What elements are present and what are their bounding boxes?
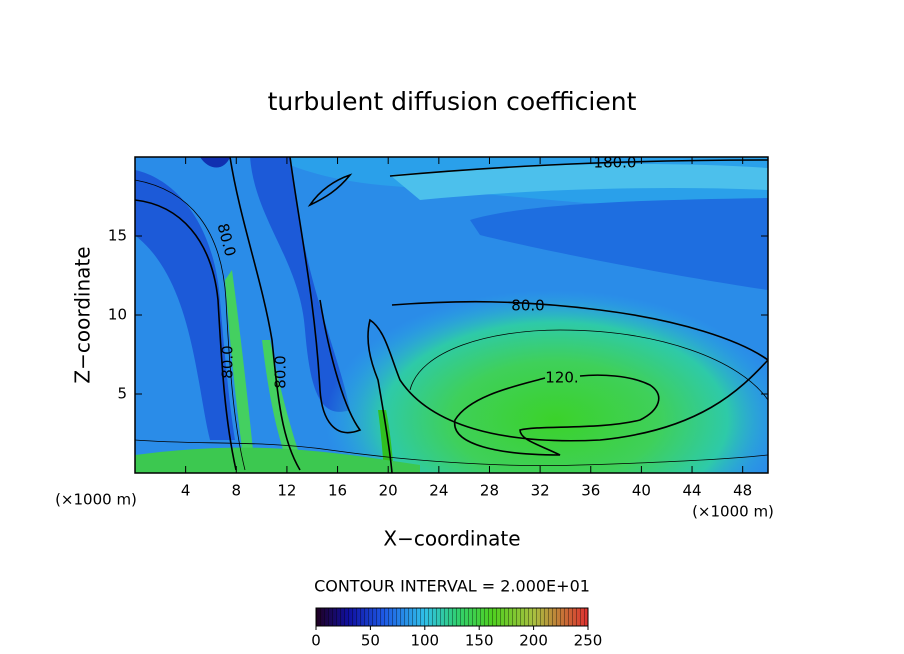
colorbar-frame: [315, 607, 589, 627]
y-tick-label: 10: [108, 306, 127, 324]
y-unit: (×1000 m): [55, 491, 137, 509]
x-axis-label: X−coordinate: [383, 527, 520, 551]
contour-field: [135, 157, 768, 473]
x-tick-label: 32: [531, 482, 550, 500]
colorbar-tick-label: 100: [410, 632, 439, 650]
x-tick-label: 20: [379, 482, 398, 500]
contour-label: 80.0: [219, 345, 237, 378]
y-tick-label: 15: [108, 227, 127, 245]
x-tick-label: 16: [328, 482, 347, 500]
contour-interval: CONTOUR INTERVAL = 2.000E+01: [314, 577, 590, 596]
contour-label: 180.0: [594, 154, 637, 172]
x-tick-label: 48: [733, 482, 752, 500]
x-tick-label: 24: [429, 482, 448, 500]
colorbar-tick-label: 250: [574, 632, 603, 650]
x-tick-label: 8: [232, 482, 242, 500]
x-tick-label: 28: [480, 482, 499, 500]
x-tick-label: 40: [632, 482, 651, 500]
contour-label: 120.: [545, 369, 578, 387]
contour-label: 80.0: [511, 297, 544, 315]
chart-title: turbulent diffusion coefficient: [268, 87, 637, 116]
colorbar-tick-label: 0: [311, 632, 321, 650]
contour-label: 80.0: [272, 355, 290, 388]
x-unit: (×1000 m): [692, 503, 774, 521]
colorbar-tick-label: 150: [465, 632, 494, 650]
colorbar-tick-label: 200: [519, 632, 548, 650]
colorbar-tick-label: 50: [361, 632, 380, 650]
x-tick-label: 4: [181, 482, 191, 500]
y-axis-label: Z−coordinate: [71, 246, 95, 383]
y-tick-label: 5: [117, 385, 127, 403]
x-tick-label: 44: [682, 482, 701, 500]
x-tick-label: 12: [277, 482, 296, 500]
x-tick-label: 36: [581, 482, 600, 500]
